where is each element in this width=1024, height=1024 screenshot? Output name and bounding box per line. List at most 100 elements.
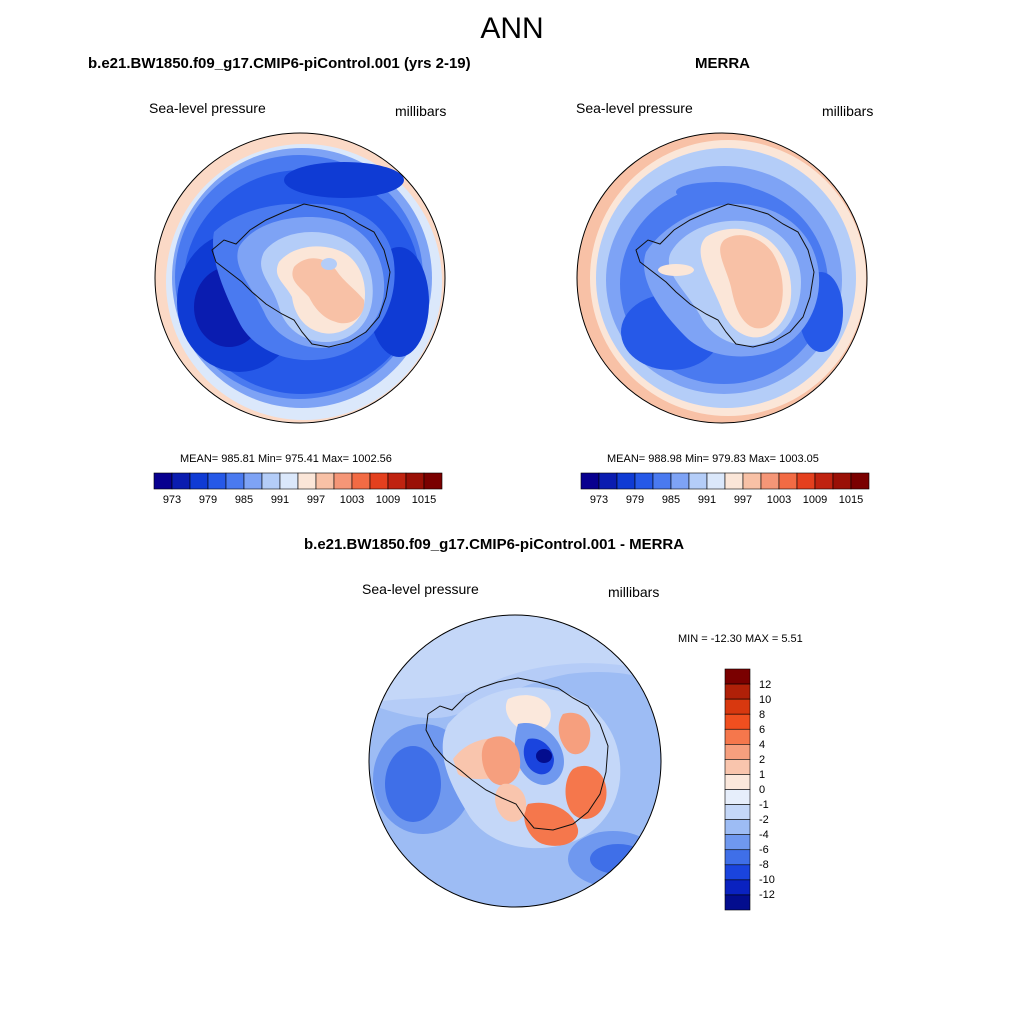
diff-cbar-tick: 8 [759, 709, 766, 721]
model-colorbar-ticks: 973 979 985 991 997 1003 1009 1015 [154, 494, 442, 508]
diff-cbar-tick: 4 [759, 739, 766, 751]
diff-colorbar [724, 668, 751, 911]
obs-cbar-tick: 1003 [766, 494, 792, 506]
colorbar-swatch [369, 472, 389, 490]
model-variable-label: Sea-level pressure [149, 100, 266, 116]
colorbar-swatch [706, 472, 726, 490]
diff-cbar-tick: 10 [759, 694, 772, 706]
diff-cbar-tick: 2 [759, 754, 766, 766]
obs-panel-title: MERRA [695, 55, 750, 72]
colorbar-swatch [387, 472, 407, 490]
model-stats: MEAN= 985.81 Min= 975.41 Max= 1002.56 [180, 453, 392, 465]
colorbar-swatch [171, 472, 191, 490]
colorbar-swatch [297, 472, 317, 490]
colorbar-swatch [616, 472, 636, 490]
obs-cbar-tick: 985 [661, 494, 681, 506]
model-cbar-tick: 991 [270, 494, 290, 506]
diff-cbar-tick: -4 [759, 829, 769, 841]
model-cbar-tick: 979 [198, 494, 218, 506]
model-colorbar [153, 472, 443, 490]
colorbar-swatch [796, 472, 816, 490]
colorbar-swatch [351, 472, 371, 490]
diff-cbar-tick: 1 [759, 769, 766, 781]
model-polar-map [154, 132, 446, 424]
colorbar-swatch [670, 472, 690, 490]
model-units-label: millibars [395, 103, 447, 119]
colorbar-swatch [225, 472, 245, 490]
colorbar-swatch [724, 713, 751, 730]
diff-cbar-tick: -2 [759, 814, 769, 826]
colorbar-swatch [261, 472, 281, 490]
obs-cbar-tick: 1015 [838, 494, 864, 506]
colorbar-swatch [724, 774, 751, 790]
obs-colorbar [580, 472, 870, 490]
diff-colorbar-ticks: 12 10 8 6 4 2 1 0 -1 -2 -4 -6 -8 -10 -12 [759, 679, 789, 909]
colorbar-swatch [724, 683, 751, 700]
colorbar-swatch [778, 472, 798, 490]
colorbar-swatch [243, 472, 263, 490]
colorbar-swatch [405, 472, 425, 490]
colorbar-swatch [760, 472, 780, 490]
main-title: ANN [480, 12, 544, 45]
diff-cbar-tick: 0 [759, 784, 766, 796]
colorbar-swatch [688, 472, 708, 490]
obs-stats: MEAN= 988.98 Min= 979.83 Max= 1003.05 [607, 453, 819, 465]
colorbar-swatch [724, 894, 751, 911]
diff-panel-title: b.e21.BW1850.f09_g17.CMIP6-piControl.001… [304, 536, 685, 553]
colorbar-swatch [724, 698, 751, 715]
colorbar-swatch [153, 472, 173, 490]
colorbar-swatch [832, 472, 852, 490]
colorbar-swatch [724, 804, 751, 820]
colorbar-swatch [850, 472, 870, 490]
colorbar-swatch [724, 849, 751, 866]
colorbar-swatch [724, 744, 751, 760]
model-cbar-tick: 985 [234, 494, 254, 506]
colorbar-swatch [724, 728, 751, 745]
colorbar-swatch [189, 472, 209, 490]
colorbar-swatch [598, 472, 618, 490]
diff-cbar-tick: 12 [759, 679, 772, 691]
obs-colorbar-ticks: 973 979 985 991 997 1003 1009 1015 [581, 494, 869, 508]
colorbar-swatch [724, 834, 751, 851]
obs-cbar-tick: 973 [589, 494, 609, 506]
model-panel-title: b.e21.BW1850.f09_g17.CMIP6-piControl.001… [88, 55, 471, 72]
model-cbar-tick: 1003 [339, 494, 365, 506]
obs-variable-label: Sea-level pressure [576, 100, 693, 116]
diff-cbar-tick: 6 [759, 724, 766, 736]
colorbar-swatch [724, 668, 751, 685]
model-cbar-tick: 997 [306, 494, 326, 506]
colorbar-swatch [315, 472, 335, 490]
colorbar-swatch [724, 864, 751, 881]
colorbar-swatch [724, 879, 751, 896]
model-cbar-tick: 1009 [375, 494, 401, 506]
obs-units-label: millibars [822, 103, 874, 119]
diff-cbar-tick: -12 [759, 889, 775, 901]
diff-cbar-tick: -6 [759, 844, 769, 856]
colorbar-swatch [333, 472, 353, 490]
colorbar-swatch [580, 472, 600, 490]
diff-cbar-tick: -8 [759, 859, 769, 871]
obs-cbar-tick: 991 [697, 494, 717, 506]
colorbar-swatch [652, 472, 672, 490]
colorbar-swatch [724, 819, 751, 835]
colorbar-swatch [634, 472, 654, 490]
colorbar-swatch [724, 759, 751, 775]
colorbar-swatch [724, 472, 744, 490]
diff-units-label: millibars [608, 584, 660, 600]
model-cbar-tick: 973 [162, 494, 182, 506]
colorbar-swatch [814, 472, 834, 490]
obs-cbar-tick: 997 [733, 494, 753, 506]
diff-cbar-tick: -1 [759, 799, 769, 811]
colorbar-swatch [724, 789, 751, 805]
colorbar-swatch [207, 472, 227, 490]
model-cbar-tick: 1015 [411, 494, 437, 506]
obs-cbar-tick: 979 [625, 494, 645, 506]
diff-variable-label: Sea-level pressure [362, 581, 479, 597]
colorbar-swatch [423, 472, 443, 490]
diff-cbar-tick: -10 [759, 874, 775, 886]
colorbar-swatch [742, 472, 762, 490]
obs-cbar-tick: 1009 [802, 494, 828, 506]
obs-polar-map [576, 132, 868, 424]
colorbar-swatch [279, 472, 299, 490]
diff-stats: MIN = -12.30 MAX = 5.51 [678, 633, 803, 645]
